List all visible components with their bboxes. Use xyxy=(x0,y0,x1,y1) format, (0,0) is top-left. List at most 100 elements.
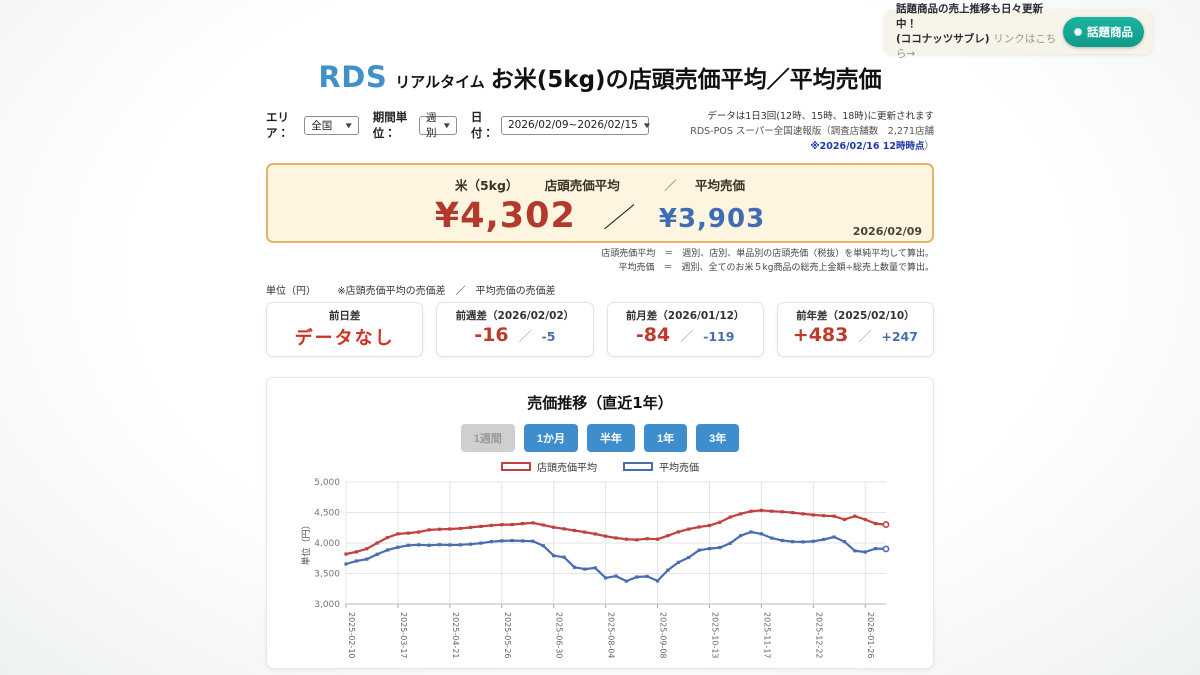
diff-card-year: 前年差（2025/02/10） +483 ／ +247 xyxy=(776,302,934,358)
store-price-label: 店頭売価平均 xyxy=(544,177,620,193)
svg-text:3,000: 3,000 xyxy=(314,600,340,610)
chevron-down-icon: ▼ xyxy=(443,121,450,129)
svg-text:2025-12-22: 2025-12-22 xyxy=(814,612,823,659)
area-label: エリア： xyxy=(266,110,289,140)
brand-subtitle: リアルタイム xyxy=(395,73,485,91)
product-name: 米（5kg） xyxy=(454,177,519,193)
svg-text:4,500: 4,500 xyxy=(314,509,340,519)
diff-card-week: 前週差（2026/02/02） -16 ／ -5 xyxy=(436,302,594,358)
topic-notice-line2: (ココナッツサブレ) xyxy=(896,33,990,45)
topic-product-button-label: 話題商品 xyxy=(1087,27,1133,39)
diff-cards-row: 前日差 データなし 前週差（2026/02/02） -16 ／ -5 前月差（2… xyxy=(266,302,934,358)
store-price-value: ¥4,302 xyxy=(434,195,576,236)
source-note-suffix: ） xyxy=(924,141,934,153)
diff-card-title: 前週差（2026/02/02） xyxy=(455,310,575,323)
chevron-down-icon: ▼ xyxy=(345,121,352,129)
svg-text:2025-09-08: 2025-09-08 xyxy=(659,612,668,659)
slash-separator: ／ xyxy=(680,330,694,346)
diff-no-data: データなし xyxy=(294,328,395,350)
diff-average-value: -5 xyxy=(541,329,556,345)
diff-card-title: 前年差（2025/02/10） xyxy=(796,310,915,323)
area-select[interactable]: 全国 ▼ xyxy=(304,115,359,135)
legend-item-store-price: 店頭売価平均 xyxy=(501,459,597,474)
chart-title: 売価推移（直近1年） xyxy=(527,394,673,413)
diff-average-value: +247 xyxy=(881,329,918,345)
price-trend-chart-card: 売価推移（直近1年） 1週間 1か月 半年 1年 3年 店頭売価平均 平均売価 xyxy=(266,377,934,670)
definition-line1: 店頭売価平均 ＝ 週別、店別、単品別の店頭売価（税抜）を単純平均して算出。 xyxy=(601,248,934,259)
date-select-value: 2026/02/09~2026/02/15 xyxy=(508,119,638,131)
brand-logo: RDS xyxy=(318,60,388,94)
filter-controls: エリア： 全国 ▼ 期間単位： 週別 ▼ 日付： 2026/02/09~2026… xyxy=(266,109,650,141)
main-content: RDS リアルタイム お米(5kg)の店頭売価平均／平均売価 エリア： 全国 ▼ 期… xyxy=(266,0,934,675)
page-title: RDS リアルタイム お米(5kg)の店頭売価平均／平均売価 xyxy=(266,60,934,94)
svg-text:2025-02-10: 2025-02-10 xyxy=(347,612,356,659)
topic-notice-banner: 話題商品の売上推移も日々更新中！ (ココナッツサブレ) リンクはこちら→ 話題商… xyxy=(884,3,1152,60)
period-select-value: 週別 xyxy=(426,112,437,139)
average-price-value: ¥3,903 xyxy=(658,203,766,234)
svg-text:2025-06-30: 2025-06-30 xyxy=(555,612,564,659)
chart-legend: 店頭売価平均 平均売価 xyxy=(277,459,923,474)
legend-label: 店頭売価平均 xyxy=(537,463,597,475)
diff-card-title: 前日差 xyxy=(328,310,361,323)
unit-note: 単位（円） ※店頭売価平均の売価差 ／ 平均売価の売価差 xyxy=(266,282,934,297)
diff-store-value: -16 xyxy=(474,324,509,347)
range-buttons: 1週間 1か月 半年 1年 3年 xyxy=(277,424,923,453)
legend-label: 平均売価 xyxy=(659,463,699,475)
plot-area: 3,000 3,500 4,000 4,500 5,000 2025-02-10 2025-… xyxy=(277,476,923,662)
slash-separator: ／ xyxy=(664,177,677,193)
diff-average-value: -119 xyxy=(703,329,735,345)
line-chart[interactable]: 3,000 3,500 4,000 4,500 5,000 2025-02-10 2025-… xyxy=(298,476,902,662)
topic-notice-link[interactable]: リンクはこちら→ xyxy=(896,33,1057,61)
unit-note-right: ※店頭売価平均の売価差 ／ 平均売価の売価差 xyxy=(337,286,556,298)
page-title-text: お米(5kg)の店頭売価平均／平均売価 xyxy=(490,67,882,93)
unit-note-left: 単位（円） xyxy=(266,286,316,298)
area-select-value: 全国 xyxy=(311,119,333,132)
diff-store-value: -84 xyxy=(635,324,671,347)
range-button-halfyear[interactable]: 半年 xyxy=(587,424,635,453)
date-select[interactable]: 2026/02/09~2026/02/15 ▼ xyxy=(501,115,650,135)
svg-text:2025-08-04: 2025-08-04 xyxy=(607,612,616,659)
topic-product-button[interactable]: 話題商品 xyxy=(1063,17,1144,47)
svg-text:4,000: 4,000 xyxy=(314,539,340,549)
range-button-1year[interactable]: 1年 xyxy=(644,424,688,453)
svg-text:2025-04-21: 2025-04-21 xyxy=(451,612,460,659)
slash-separator: ／ xyxy=(518,330,532,346)
svg-text:3,500: 3,500 xyxy=(314,570,340,580)
svg-text:単位（円）: 単位（円） xyxy=(300,521,312,566)
price-box-header: 米（5kg） 店頭売価平均 ／ 平均売価 xyxy=(268,175,932,194)
price-date: 2026/02/09 xyxy=(852,224,922,238)
topic-notice-line1: 話題商品の売上推移も日々更新中！ xyxy=(896,2,1043,30)
slash-separator: ／ xyxy=(858,330,872,346)
legend-swatch-blue xyxy=(623,462,653,472)
diff-store-value: +483 xyxy=(792,324,849,347)
topic-notice-text: 話題商品の売上推移も日々更新中！ (ココナッツサブレ) リンクはこちら→ xyxy=(896,2,1063,63)
slash-separator: ／ xyxy=(601,202,636,234)
source-note: RDS-POS スーパー全国速報版（調査店舗数 2,271店舗 ※2026/02… xyxy=(649,124,934,154)
definition-notes: 店頭売価平均 ＝ 週別、店別、単品別の店頭売価（税抜）を単純平均して算出。 平均… xyxy=(266,248,934,276)
controls-row: エリア： 全国 ▼ 期間単位： 週別 ▼ 日付： 2026/02/09~2026… xyxy=(266,109,934,155)
svg-text:2025-11-17: 2025-11-17 xyxy=(762,612,771,659)
range-button-1week[interactable]: 1週間 xyxy=(460,424,515,453)
legend-item-average-price: 平均売価 xyxy=(623,459,699,474)
diff-card-month: 前月差（2026/01/12） -84 ／ -119 xyxy=(606,302,764,358)
chevron-down-icon: ▼ xyxy=(643,121,650,129)
legend-swatch-red xyxy=(501,462,531,472)
svg-text:2026-01-26: 2026-01-26 xyxy=(866,612,875,659)
update-info: データは1日3回(12時、15時、18時)に更新されます RDS-POS スーパ… xyxy=(649,109,934,155)
svg-text:2025-05-26: 2025-05-26 xyxy=(503,612,512,659)
source-note-timestamp: ※2026/02/16 12時時点 xyxy=(810,141,925,153)
price-values: ¥4,302 ／ ¥3,903 xyxy=(268,196,932,236)
period-select[interactable]: 週別 ▼ xyxy=(419,112,457,139)
period-label: 期間単位： xyxy=(372,110,408,140)
update-note: データは1日3回(12時、15時、18時)に更新されます xyxy=(707,111,934,122)
diff-card-day: 前日差 データなし xyxy=(266,302,424,358)
svg-text:2025-10-13: 2025-10-13 xyxy=(710,612,719,659)
date-label: 日付： xyxy=(470,110,494,140)
diff-card-title: 前月差（2026/01/12） xyxy=(625,310,745,323)
dot-icon xyxy=(1074,28,1082,36)
range-button-1month[interactable]: 1か月 xyxy=(523,424,578,453)
average-price-label: 平均売価 xyxy=(695,177,746,193)
svg-text:5,000: 5,000 xyxy=(314,478,340,488)
range-button-3year[interactable]: 3年 xyxy=(696,424,740,453)
